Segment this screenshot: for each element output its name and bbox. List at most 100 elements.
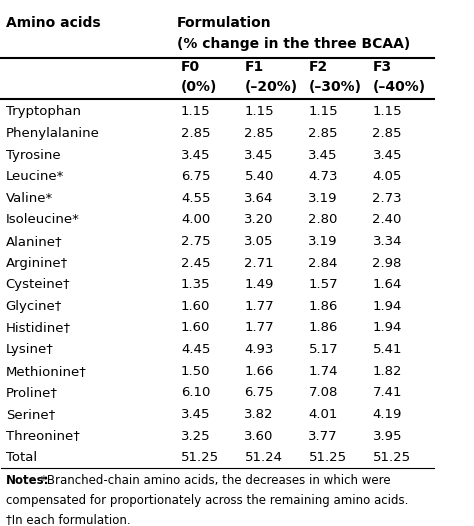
Text: 4.73: 4.73 xyxy=(309,170,338,183)
Text: 1.77: 1.77 xyxy=(245,321,274,335)
Text: 3.45: 3.45 xyxy=(373,149,402,161)
Text: 4.55: 4.55 xyxy=(181,192,210,205)
Text: Valine*: Valine* xyxy=(6,192,53,205)
Text: F0: F0 xyxy=(181,60,200,74)
Text: 3.95: 3.95 xyxy=(373,430,402,442)
Text: 4.93: 4.93 xyxy=(245,343,274,356)
Text: 2.40: 2.40 xyxy=(373,214,402,227)
Text: Tyrosine: Tyrosine xyxy=(6,149,60,161)
Text: 1.50: 1.50 xyxy=(181,365,210,378)
Text: 2.45: 2.45 xyxy=(181,257,210,270)
Text: 1.15: 1.15 xyxy=(309,105,338,118)
Text: †In each formulation.: †In each formulation. xyxy=(6,513,130,526)
Text: 4.01: 4.01 xyxy=(309,408,338,421)
Text: Tryptophan: Tryptophan xyxy=(6,105,81,118)
Text: 5.41: 5.41 xyxy=(373,343,402,356)
Text: 2.85: 2.85 xyxy=(245,127,274,140)
Text: 4.00: 4.00 xyxy=(181,214,210,227)
Text: 3.34: 3.34 xyxy=(373,235,402,248)
Text: 2.85: 2.85 xyxy=(373,127,402,140)
Text: (% change in the three BCAA): (% change in the three BCAA) xyxy=(176,37,410,50)
Text: 2.75: 2.75 xyxy=(181,235,210,248)
Text: Arginine†: Arginine† xyxy=(6,257,68,270)
Text: 3.25: 3.25 xyxy=(181,430,210,442)
Text: 2.85: 2.85 xyxy=(181,127,210,140)
Text: 5.17: 5.17 xyxy=(309,343,338,356)
Text: Leucine*: Leucine* xyxy=(6,170,64,183)
Text: Notes:: Notes: xyxy=(6,474,49,487)
Text: 3.19: 3.19 xyxy=(309,235,338,248)
Text: 1.94: 1.94 xyxy=(373,321,402,335)
Text: 51.25: 51.25 xyxy=(373,451,410,464)
Text: 2.71: 2.71 xyxy=(245,257,274,270)
Text: 2.98: 2.98 xyxy=(373,257,402,270)
Text: 4.45: 4.45 xyxy=(181,343,210,356)
Text: 3.45: 3.45 xyxy=(181,408,210,421)
Text: 6.75: 6.75 xyxy=(245,386,274,399)
Text: (–20%): (–20%) xyxy=(245,80,298,94)
Text: 1.60: 1.60 xyxy=(181,321,210,335)
Text: 3.45: 3.45 xyxy=(181,149,210,161)
Text: 3.05: 3.05 xyxy=(245,235,274,248)
Text: 51.24: 51.24 xyxy=(245,451,283,464)
Text: 6.10: 6.10 xyxy=(181,386,210,399)
Text: Histidine†: Histidine† xyxy=(6,321,71,335)
Text: 1.94: 1.94 xyxy=(373,300,402,313)
Text: 3.45: 3.45 xyxy=(245,149,274,161)
Text: 7.41: 7.41 xyxy=(373,386,402,399)
Text: (0%): (0%) xyxy=(181,80,217,94)
Text: 51.25: 51.25 xyxy=(309,451,346,464)
Text: Phenylalanine: Phenylalanine xyxy=(6,127,100,140)
Text: Amino acids: Amino acids xyxy=(6,16,100,31)
Text: 1.66: 1.66 xyxy=(245,365,274,378)
Text: compensated for proportionately across the remaining amino acids.: compensated for proportionately across t… xyxy=(6,494,408,508)
Text: Isoleucine*: Isoleucine* xyxy=(6,214,80,227)
Text: 51.25: 51.25 xyxy=(181,451,219,464)
Text: 6.75: 6.75 xyxy=(181,170,210,183)
Text: 1.82: 1.82 xyxy=(373,365,402,378)
Text: Alanine†: Alanine† xyxy=(6,235,63,248)
Text: Lysine†: Lysine† xyxy=(6,343,54,356)
Text: Proline†: Proline† xyxy=(6,386,58,399)
Text: 1.35: 1.35 xyxy=(181,278,210,291)
Text: 2.85: 2.85 xyxy=(309,127,338,140)
Text: 1.86: 1.86 xyxy=(309,300,338,313)
Text: Serine†: Serine† xyxy=(6,408,55,421)
Text: 3.82: 3.82 xyxy=(245,408,274,421)
Text: F2: F2 xyxy=(309,60,328,74)
Text: 3.77: 3.77 xyxy=(309,430,338,442)
Text: 1.15: 1.15 xyxy=(181,105,210,118)
Text: 3.45: 3.45 xyxy=(309,149,338,161)
Text: 1.49: 1.49 xyxy=(245,278,274,291)
Text: 3.19: 3.19 xyxy=(309,192,338,205)
Text: Total: Total xyxy=(6,451,37,464)
Text: 1.86: 1.86 xyxy=(309,321,338,335)
Text: 1.64: 1.64 xyxy=(373,278,402,291)
Text: Formulation: Formulation xyxy=(176,16,271,31)
Text: 2.80: 2.80 xyxy=(309,214,338,227)
Text: 2.84: 2.84 xyxy=(309,257,338,270)
Text: (–30%): (–30%) xyxy=(309,80,362,94)
Text: (–40%): (–40%) xyxy=(373,80,426,94)
Text: 1.77: 1.77 xyxy=(245,300,274,313)
Text: 3.64: 3.64 xyxy=(245,192,274,205)
Text: Glycine†: Glycine† xyxy=(6,300,62,313)
Text: Cysteine†: Cysteine† xyxy=(6,278,70,291)
Text: 1.15: 1.15 xyxy=(373,105,402,118)
Text: *Branched-chain amino acids, the decreases in which were: *Branched-chain amino acids, the decreas… xyxy=(41,474,391,487)
Text: 1.15: 1.15 xyxy=(245,105,274,118)
Text: F1: F1 xyxy=(245,60,264,74)
Text: 3.60: 3.60 xyxy=(245,430,274,442)
Text: 1.57: 1.57 xyxy=(309,278,338,291)
Text: 3.20: 3.20 xyxy=(245,214,274,227)
Text: 4.19: 4.19 xyxy=(373,408,402,421)
Text: 2.73: 2.73 xyxy=(373,192,402,205)
Text: F3: F3 xyxy=(373,60,392,74)
Text: Methionine†: Methionine† xyxy=(6,365,87,378)
Text: 1.74: 1.74 xyxy=(309,365,338,378)
Text: 4.05: 4.05 xyxy=(373,170,402,183)
Text: Threonine†: Threonine† xyxy=(6,430,80,442)
Text: 5.40: 5.40 xyxy=(245,170,274,183)
Text: 1.60: 1.60 xyxy=(181,300,210,313)
Text: 7.08: 7.08 xyxy=(309,386,338,399)
